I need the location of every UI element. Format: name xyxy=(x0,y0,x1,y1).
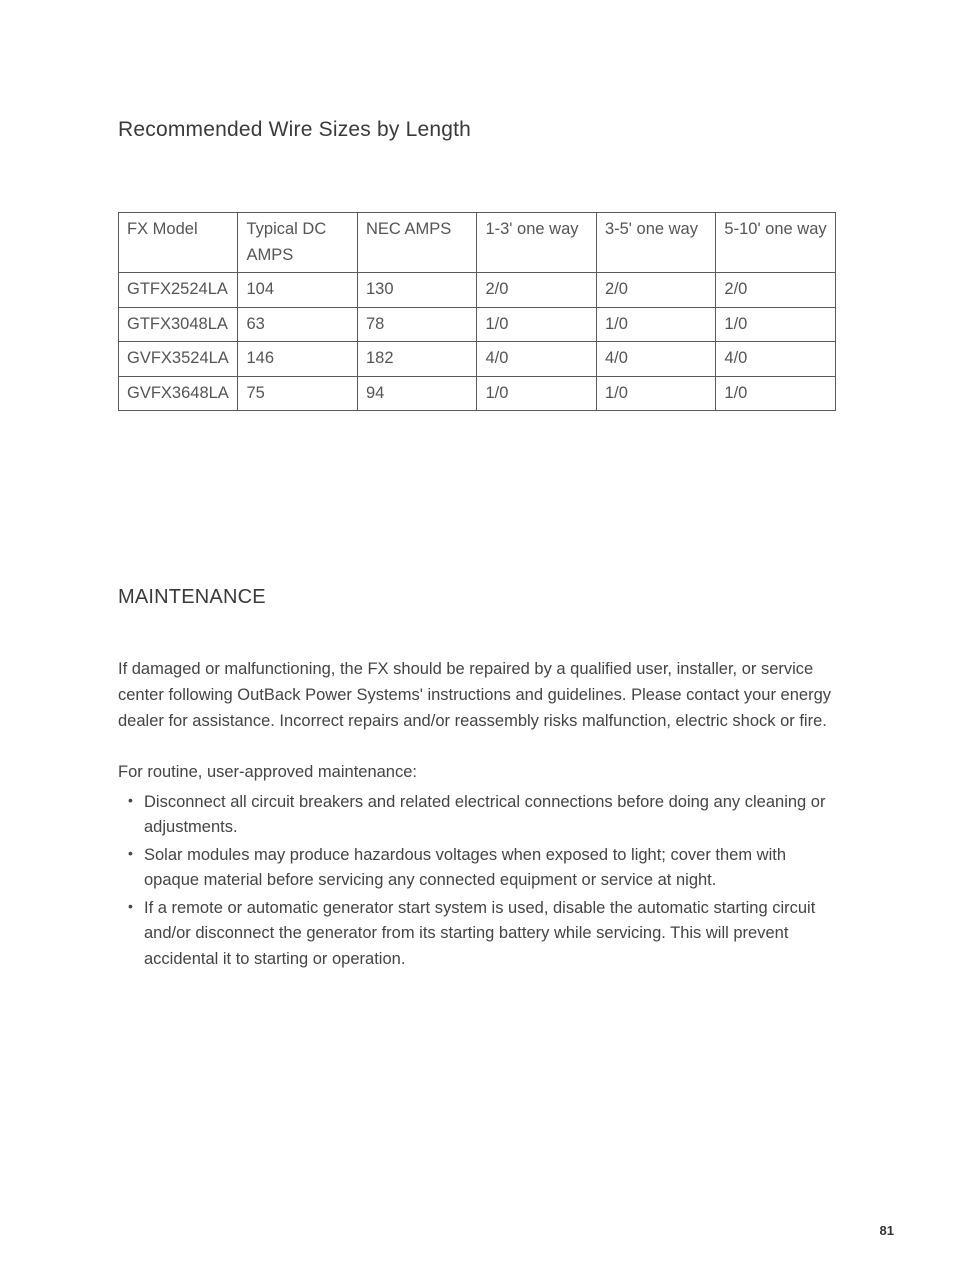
maintenance-paragraph: If damaged or malfunctioning, the FX sho… xyxy=(118,657,836,734)
list-item: If a remote or automatic generator start… xyxy=(118,896,836,973)
table-cell: 1/0 xyxy=(716,307,836,342)
table-cell: 1/0 xyxy=(716,376,836,411)
table-cell: 1/0 xyxy=(477,307,596,342)
maintenance-bullet-list: Disconnect all circuit breakers and rela… xyxy=(118,790,836,973)
table-cell: GTFX2524LA xyxy=(119,273,238,308)
table-cell: 146 xyxy=(238,342,357,377)
table-cell: 2/0 xyxy=(716,273,836,308)
maintenance-intro-line: For routine, user-approved maintenance: xyxy=(118,760,836,786)
table-header-cell: Typical DC AMPS xyxy=(238,213,357,273)
table-cell: 1/0 xyxy=(477,376,596,411)
list-item: Solar modules may produce hazardous volt… xyxy=(118,843,836,894)
table-header-cell: 5-10' one way xyxy=(716,213,836,273)
table-cell: 104 xyxy=(238,273,357,308)
table-cell: 2/0 xyxy=(596,273,715,308)
table-cell: GTFX3048LA xyxy=(119,307,238,342)
table-cell: 4/0 xyxy=(477,342,596,377)
document-page: Recommended Wire Sizes by Length FX Mode… xyxy=(0,0,954,973)
table-cell: 94 xyxy=(357,376,476,411)
section-heading-wire-sizes: Recommended Wire Sizes by Length xyxy=(118,118,836,142)
table-header-cell: 3-5' one way xyxy=(596,213,715,273)
page-number: 81 xyxy=(880,1223,894,1238)
table-cell: 63 xyxy=(238,307,357,342)
table-row: GVFX3648LA 75 94 1/0 1/0 1/0 xyxy=(119,376,836,411)
table-cell: GVFX3648LA xyxy=(119,376,238,411)
table-cell: 130 xyxy=(357,273,476,308)
table-header-cell: 1-3' one way xyxy=(477,213,596,273)
table-header-cell: NEC AMPS xyxy=(357,213,476,273)
table-cell: 78 xyxy=(357,307,476,342)
table-cell: 75 xyxy=(238,376,357,411)
wire-size-table: FX Model Typical DC AMPS NEC AMPS 1-3' o… xyxy=(118,212,836,411)
table-cell: 4/0 xyxy=(596,342,715,377)
section-heading-maintenance: MAINTENANCE xyxy=(118,586,836,609)
table-row: GTFX3048LA 63 78 1/0 1/0 1/0 xyxy=(119,307,836,342)
table-row: GVFX3524LA 146 182 4/0 4/0 4/0 xyxy=(119,342,836,377)
table-row: GTFX2524LA 104 130 2/0 2/0 2/0 xyxy=(119,273,836,308)
table-cell: 4/0 xyxy=(716,342,836,377)
table-cell: 182 xyxy=(357,342,476,377)
table-cell: GVFX3524LA xyxy=(119,342,238,377)
table-header-row: FX Model Typical DC AMPS NEC AMPS 1-3' o… xyxy=(119,213,836,273)
table-cell: 1/0 xyxy=(596,307,715,342)
table-cell: 1/0 xyxy=(596,376,715,411)
table-cell: 2/0 xyxy=(477,273,596,308)
list-item: Disconnect all circuit breakers and rela… xyxy=(118,790,836,841)
table-header-cell: FX Model xyxy=(119,213,238,273)
